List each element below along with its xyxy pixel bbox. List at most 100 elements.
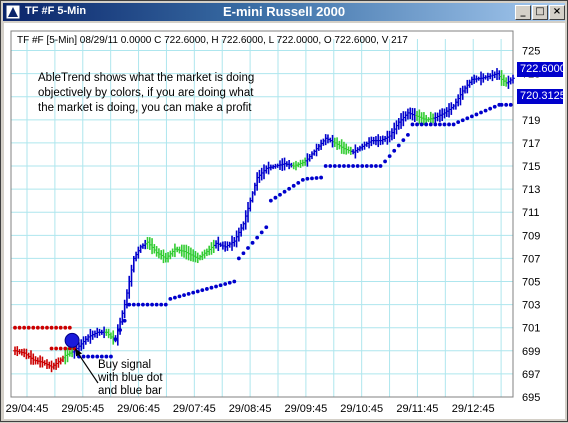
stop-dot — [268, 198, 273, 203]
maximize-button[interactable]: □ — [532, 5, 548, 20]
stop-dot — [200, 288, 205, 293]
x-tick-label: 29/12:45 — [452, 403, 495, 415]
stop-dot — [13, 325, 17, 330]
stop-dot — [428, 122, 433, 127]
stop-dot — [328, 164, 333, 168]
stop-dot — [342, 164, 346, 168]
stop-dot — [49, 346, 54, 351]
stop-dot — [191, 290, 196, 295]
stop-dot — [415, 122, 419, 127]
stop-dot — [168, 296, 173, 301]
stop-dot — [118, 328, 122, 332]
stop-dot — [154, 302, 159, 307]
y-tick-label: 713 — [522, 184, 540, 196]
x-tick-label: 29/04:45 — [6, 403, 49, 415]
stop-dot — [273, 195, 278, 200]
minimize-button[interactable]: _ — [515, 5, 531, 20]
close-button[interactable]: × — [549, 5, 565, 20]
stop-dot — [113, 337, 118, 342]
y-tick-label: 699 — [522, 346, 540, 358]
title-bar[interactable]: TF #F 5-Min E-mini Russell 2000 _ □ × — [3, 3, 565, 21]
stop-dot — [67, 325, 72, 330]
last-price-badge: 722.6000 — [517, 62, 563, 77]
stop-dot — [163, 302, 168, 307]
stop-dot — [109, 354, 113, 359]
stop-dot — [264, 225, 269, 230]
y-tick-label: 711 — [522, 207, 540, 219]
stop-dot — [437, 122, 442, 127]
x-tick-label: 29/06:45 — [117, 403, 160, 415]
stop-dot — [58, 325, 63, 330]
stop-dot — [259, 230, 264, 235]
chart-title: E-mini Russell 2000 — [222, 4, 346, 19]
stop-dot — [182, 293, 186, 298]
buy-signal-arrowhead — [75, 348, 83, 357]
x-tick-label: 29/05:45 — [61, 403, 104, 415]
annotation-line: the market is doing, you can make a prof… — [38, 102, 252, 114]
stop-dot — [99, 354, 104, 359]
stop-dot — [31, 325, 36, 330]
stop-dot — [54, 346, 59, 351]
buy-signal-line: and blue bar — [98, 385, 162, 397]
stop-dot — [300, 177, 305, 182]
stop-dot — [291, 183, 296, 188]
x-tick-label: 29/09:45 — [284, 403, 327, 415]
stop-dot — [227, 280, 232, 285]
stop-dot — [95, 354, 100, 359]
y-tick-label: 697 — [522, 369, 540, 381]
stop-dot — [319, 175, 324, 180]
stop-dot — [508, 102, 513, 107]
stop-dot — [346, 164, 351, 168]
x-tick-label: 29/08:45 — [229, 403, 272, 415]
y-tick-label: 715 — [522, 161, 540, 173]
y-tick-label: 707 — [522, 253, 540, 265]
stop-dot — [465, 116, 470, 121]
y-tick-label: 709 — [522, 230, 540, 242]
buy-signal-label: Buy signal with blue dot and blue bar — [98, 359, 163, 398]
stop-dot — [447, 122, 451, 127]
stop-dot — [236, 256, 241, 261]
stop-dot — [214, 284, 218, 289]
stop-dot — [310, 176, 314, 181]
chart-app-icon[interactable] — [6, 5, 20, 19]
stop-dot — [232, 279, 237, 284]
y-tick-label: 705 — [522, 277, 540, 289]
y-tick-label: 701 — [522, 323, 540, 335]
stop-dot — [186, 291, 191, 296]
buy-signal-line: Buy signal — [98, 359, 152, 371]
plot-area[interactable] — [4, 23, 565, 419]
y-tick-label: 725 — [522, 46, 540, 58]
stop-dot — [159, 302, 164, 307]
stop-dot — [351, 164, 355, 168]
stop-dot — [406, 132, 410, 137]
stop-dot — [58, 346, 63, 351]
stop-dot — [141, 302, 145, 307]
stop-dot — [483, 108, 488, 113]
stop-dot — [22, 325, 27, 330]
stop-dot — [504, 102, 509, 107]
stop-dot — [305, 176, 310, 181]
stop-dot — [410, 122, 415, 127]
stop-dot — [81, 354, 86, 359]
stop-dot — [35, 325, 40, 330]
stop-dot — [488, 106, 493, 111]
stop-dot — [204, 287, 209, 291]
stop-dot — [419, 122, 424, 127]
stop-dot — [378, 164, 383, 168]
stop-dot — [63, 325, 68, 330]
ohlc-info-line: TF #F [5-Min] 08/29/11 0.0000 C 722.6000… — [17, 35, 408, 46]
stop-dot — [360, 164, 365, 168]
stop-dot — [49, 325, 54, 330]
stop-dot — [136, 302, 141, 307]
stop-dot — [63, 346, 68, 351]
buy-signal-dot — [64, 332, 80, 348]
annotation-line: AbleTrend shows what the market is doing — [38, 72, 255, 84]
stop-dot — [314, 176, 319, 180]
stop-dot — [246, 246, 250, 250]
stop-dot — [474, 112, 479, 117]
buy-signal-arrow — [75, 350, 99, 384]
stop-dot — [122, 318, 127, 323]
stop-dot — [241, 251, 246, 256]
